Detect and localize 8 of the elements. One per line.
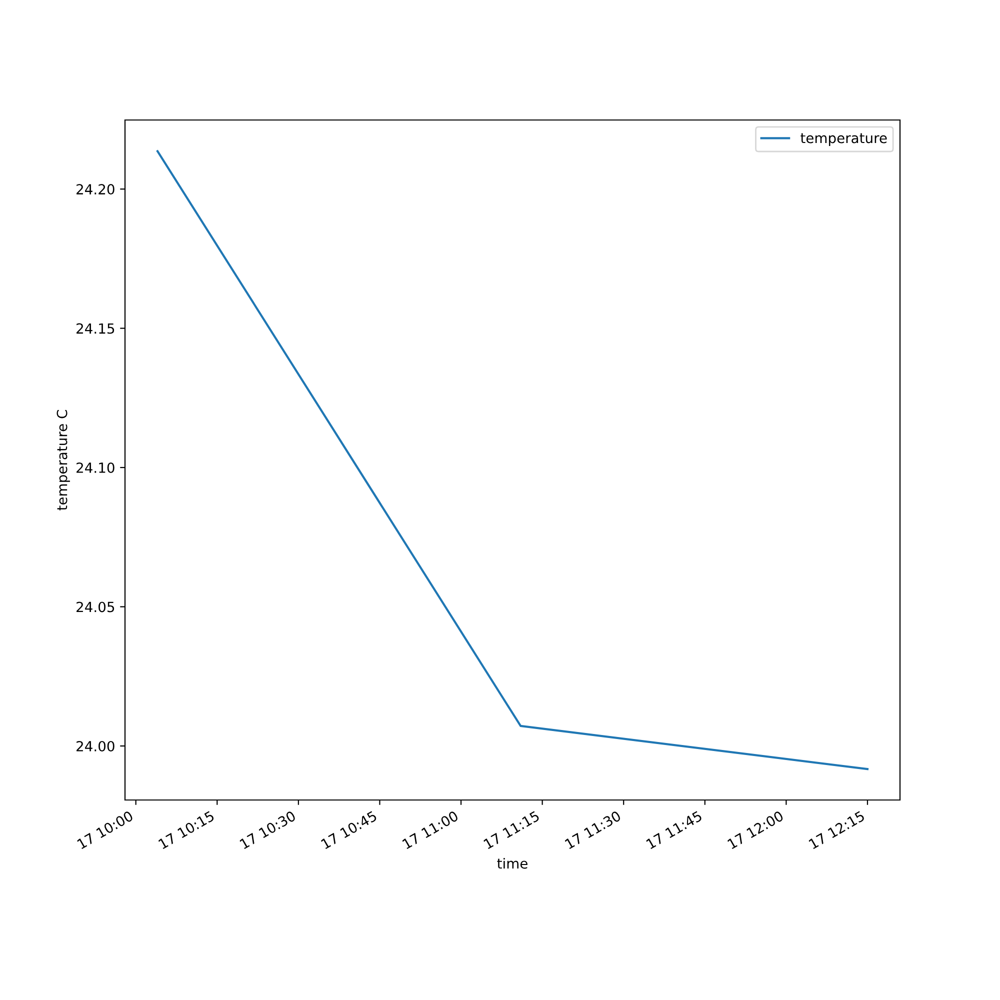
y-tick-label: 24.20: [76, 184, 114, 195]
x-axis-title: time: [497, 858, 528, 869]
y-tick-label: 24.00: [76, 740, 114, 752]
y-tick-label: 24.05: [76, 602, 114, 612]
y-tick-label: 24.15: [76, 323, 114, 334]
y-axis-title: temperature C: [56, 410, 70, 510]
legend-label: temperature: [800, 133, 887, 146]
y-tick-label: 24.10: [76, 462, 114, 473]
